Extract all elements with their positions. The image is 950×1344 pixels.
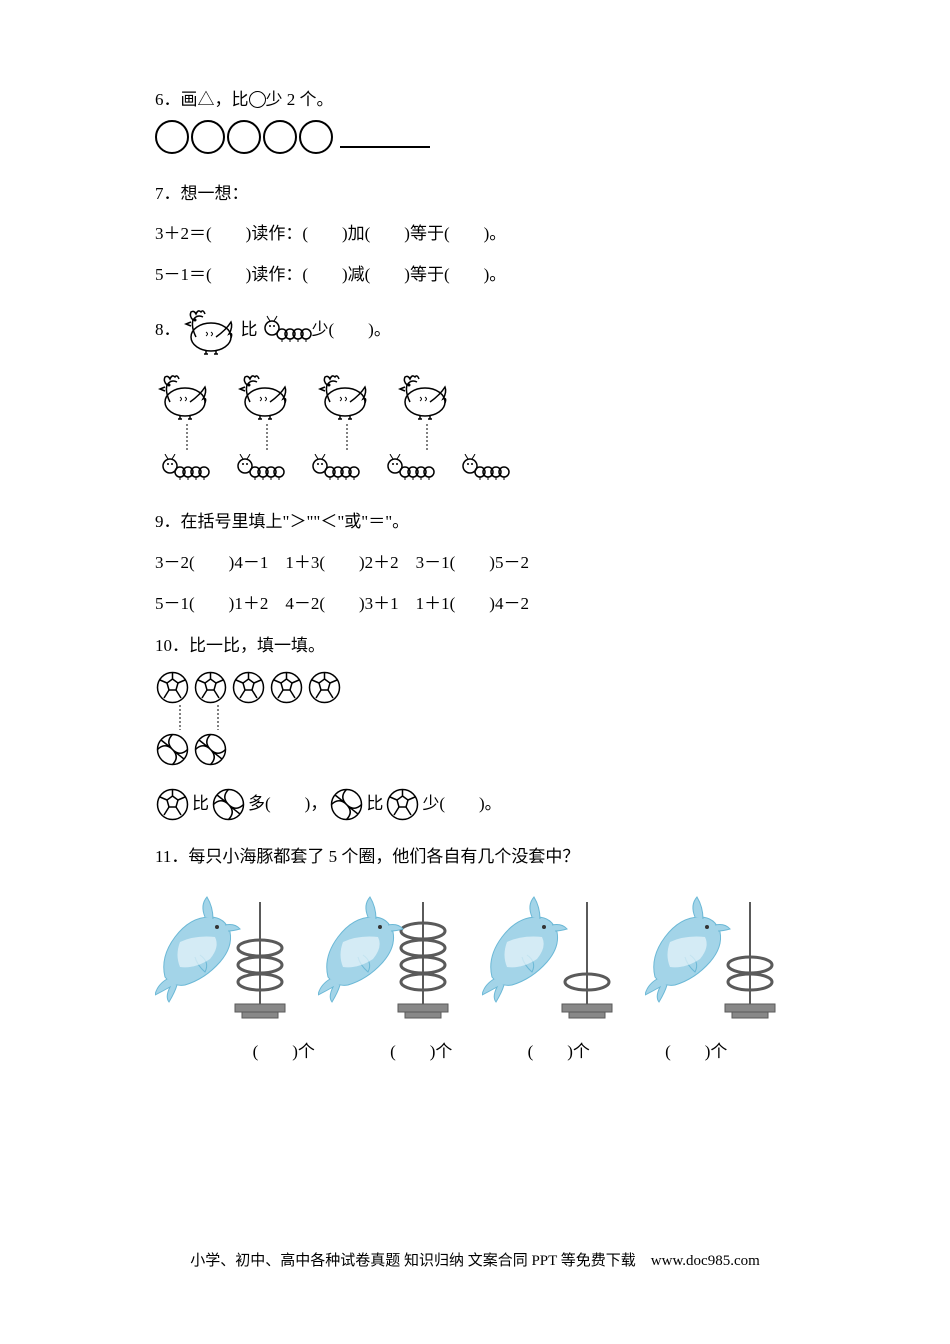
soccer-icon — [193, 670, 228, 705]
q10-soccer-row — [155, 670, 795, 705]
q8-dotted-lines — [155, 424, 795, 452]
question-6: 6．画△，比少 2 个。 — [155, 85, 795, 154]
caterpillar-icon — [160, 454, 210, 482]
text: 多( )， — [248, 789, 327, 820]
caterpillar-icon — [235, 454, 285, 482]
q11-title: 11．每只小海豚都套了 5 个圈，他们各自有几个没套中？ — [155, 842, 795, 873]
circle-shape — [155, 120, 189, 154]
dolphin-label: ( )个 — [253, 1037, 315, 1068]
volleyball-icon — [329, 787, 364, 822]
question-11: 11．每只小海豚都套了 5 个圈，他们各自有几个没套中？ — [155, 842, 795, 1068]
circle-icon — [249, 91, 266, 108]
dolphin-label: ( )个 — [528, 1037, 590, 1068]
circle-shape — [299, 120, 333, 154]
q8-mid: 比 — [241, 315, 258, 346]
q8-inline-row: 8． 比 少( — [155, 302, 795, 357]
dolphin-icon — [482, 887, 632, 1027]
dolphin-icon — [155, 887, 305, 1027]
q10-volley-row — [155, 732, 795, 767]
soccer-icon — [385, 787, 420, 822]
dolphin-icon — [645, 887, 795, 1027]
q8-hen-row — [155, 367, 795, 422]
hen-icon — [155, 367, 215, 422]
question-8: 8． 比 少( — [155, 302, 795, 482]
dolphin-icon — [318, 887, 468, 1027]
q7-line1: 3＋2＝( )读作：( )加( )等于( )。 — [155, 219, 795, 250]
text: 比 — [366, 789, 383, 820]
soccer-icon — [269, 670, 304, 705]
text: 少( )。 — [422, 789, 501, 820]
dolphin-labels: ( )个 ( )个 ( )个 ( )个 — [155, 1037, 795, 1068]
soccer-icon — [155, 670, 190, 705]
hen-icon — [181, 302, 241, 357]
dolphin-item — [482, 887, 632, 1027]
q10-compare: 比 多( )， 比 少( )。 — [155, 787, 795, 822]
q9-title: 9．在括号里填上"＞""＜"或"＝"。 — [155, 507, 795, 538]
question-9: 9．在括号里填上"＞""＜"或"＝"。 3－2( )4－1 1＋3( )2＋2 … — [155, 507, 795, 619]
circle-shape — [191, 120, 225, 154]
dolphin-item — [318, 887, 468, 1027]
q7-line2: 5－1＝( )读作：( )减( )等于( )。 — [155, 260, 795, 291]
dolphin-label: ( )个 — [390, 1037, 452, 1068]
circle-shape — [263, 120, 297, 154]
q8-caterpillar-row — [155, 454, 795, 482]
soccer-icon — [155, 787, 190, 822]
q10-title: 10．比一比，填一填。 — [155, 631, 795, 662]
q8-prefix: 8． — [155, 315, 181, 346]
q9-line2: 5－1( )1＋2 4－2( )3＋1 1＋1( )4－2 — [155, 589, 795, 620]
blank-line — [340, 126, 430, 148]
dolphin-item — [645, 887, 795, 1027]
hen-icon — [315, 367, 375, 422]
q7-title: 7．想一想： — [155, 179, 795, 210]
q8-suffix: 少( )。 — [312, 315, 391, 346]
caterpillar-icon — [262, 315, 312, 345]
dolphin-item — [155, 887, 305, 1027]
volleyball-icon — [193, 732, 228, 767]
q9-line1: 3－2( )4－1 1＋3( )2＋2 3－1( )5－2 — [155, 548, 795, 579]
text: 比 — [192, 789, 209, 820]
q6-text: 6．画△，比少 2 个。 — [155, 90, 334, 109]
page-footer: 小学、初中、高中各种试卷真题 知识归纳 文案合同 PPT 等免费下载 www.d… — [155, 1248, 795, 1275]
caterpillar-icon — [385, 454, 435, 482]
soccer-icon — [307, 670, 342, 705]
caterpillar-icon — [310, 454, 360, 482]
hen-icon — [395, 367, 455, 422]
question-7: 7．想一想： 3＋2＝( )读作：( )加( )等于( )。 5－1＝( )读作… — [155, 179, 795, 291]
q10-dotted — [155, 705, 795, 730]
dolphin-label: ( )个 — [665, 1037, 727, 1068]
caterpillar-icon — [460, 454, 510, 482]
question-10: 10．比一比，填一填。 比 多( )， 比 少( )。 — [155, 631, 795, 822]
soccer-icon — [231, 670, 266, 705]
q6-circles-row — [155, 120, 795, 154]
circle-shape — [227, 120, 261, 154]
dolphin-container — [155, 887, 795, 1027]
volleyball-icon — [211, 787, 246, 822]
hen-icon — [235, 367, 295, 422]
volleyball-icon — [155, 732, 190, 767]
